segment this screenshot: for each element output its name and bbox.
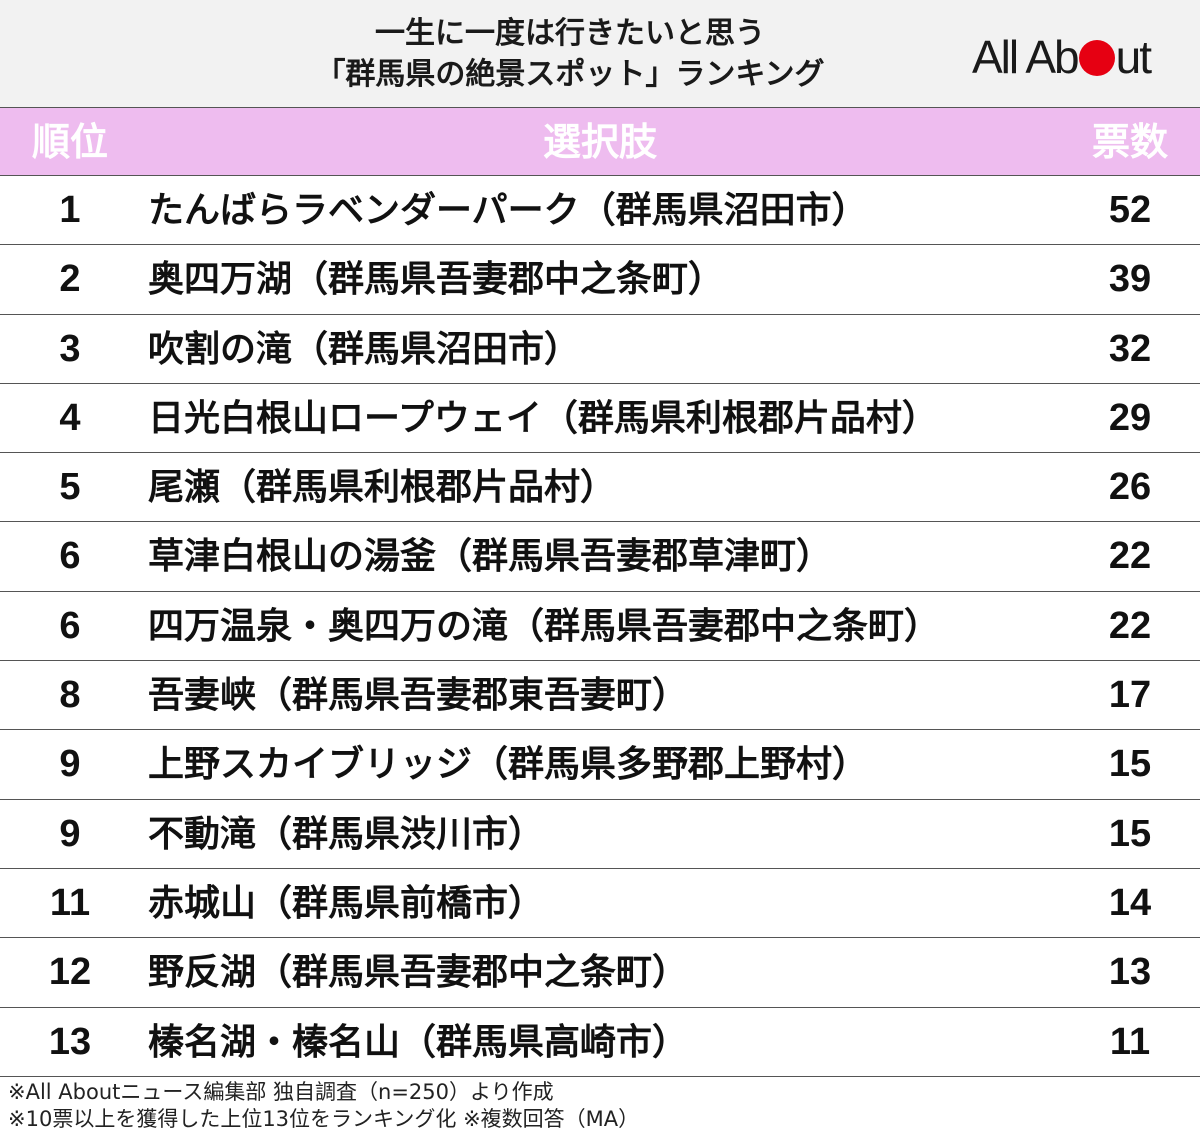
votes-cell: 39 [1108, 258, 1152, 301]
rank-cell: 11 [49, 881, 91, 924]
votes-cell: 22 [1108, 535, 1152, 578]
votes-cell: 29 [1108, 396, 1152, 439]
votes-cell: 32 [1108, 327, 1152, 370]
rank-cell: 13 [48, 1020, 92, 1063]
choice-cell: たんばらラベンダーパーク（群馬県沼田市） [148, 190, 868, 231]
column-header-votes: 票数 [1091, 120, 1168, 164]
choice-cell: 不動滝（群馬県渋川市） [148, 813, 545, 855]
table-row: 12 野反湖（群馬県吾妻郡中之条町） 13 [0, 938, 1200, 1008]
choice-cell: 野反湖（群馬県吾妻郡中之条町） [148, 952, 689, 994]
title-line-1: 一生に一度は行きたいと思う [375, 16, 765, 51]
choice-cell: 奥四万湖（群馬県吾妻郡中之条町） [148, 259, 725, 301]
logo-text-left: All Ab [972, 31, 1080, 83]
choice-cell: 吹割の滝（群馬県沼田市） [148, 328, 581, 370]
rank-cell: 5 [59, 466, 81, 509]
footnote-1: ※All Aboutニュース編集部 独自調査（n=250）より作成 [8, 1080, 554, 1104]
chart-title: 一生に一度は行きたいと思う 「群馬県の絶景スポット」ランキング [0, 13, 1140, 95]
table-row: 6 草津白根山の湯釜（群馬県吾妻郡草津町） 22 [0, 522, 1200, 592]
choice-cell: 赤城山（群馬県前橋市） [148, 882, 545, 924]
table-row: 13 榛名湖・榛名山（群馬県高崎市） 11 [0, 1008, 1200, 1077]
column-header-row: 順位 選択肢 票数 [0, 107, 1200, 176]
table-row: 1 たんばらラベンダーパーク（群馬県沼田市） 52 [0, 176, 1200, 246]
rank-cell: 6 [59, 535, 81, 578]
choice-cell: 尾瀬（群馬県利根郡片品村） [148, 467, 617, 509]
rank-cell: 1 [59, 189, 81, 231]
choice-cell: 上野スカイブリッジ（群馬県多野郡上野村） [148, 744, 869, 786]
table-row: 5 尾瀬（群馬県利根郡片品村） 26 [0, 453, 1200, 523]
rank-cell: 3 [59, 327, 81, 370]
votes-cell: 13 [1108, 951, 1152, 994]
votes-cell: 14 [1108, 881, 1152, 924]
logo-text-right: ut [1115, 31, 1152, 83]
rank-cell: 4 [59, 396, 81, 439]
rank-cell: 8 [59, 674, 81, 717]
column-header-rank: 順位 [31, 120, 108, 164]
allabout-logo: All Ab ut [972, 31, 1152, 83]
votes-cell: 26 [1108, 466, 1152, 509]
column-header-choice: 選択肢 [542, 120, 657, 164]
header: 一生に一度は行きたいと思う 「群馬県の絶景スポット」ランキング All Ab ut [0, 0, 1200, 107]
table-row: 2 奥四万湖（群馬県吾妻郡中之条町） 39 [0, 245, 1200, 315]
votes-cell: 17 [1108, 674, 1152, 717]
choice-cell: 吾妻峡（群馬県吾妻郡東吾妻町） [148, 675, 689, 717]
table-row: 4 日光白根山ロープウェイ（群馬県利根郡片品村） 29 [0, 384, 1200, 454]
table-row: 9 不動滝（群馬県渋川市） 15 [0, 800, 1200, 869]
ranking-table-body: 1 たんばらラベンダーパーク（群馬県沼田市） 52 2 奥四万湖（群馬県吾妻郡中之条町）… [0, 176, 1200, 1077]
choice-cell: 日光白根山ロープウェイ（群馬県利根郡片品村） [148, 397, 938, 439]
logo-dot-icon [1078, 40, 1115, 76]
table-row: 11 赤城山（群馬県前橋市） 14 [0, 869, 1200, 939]
rank-cell: 6 [59, 604, 81, 647]
votes-cell: 52 [1108, 189, 1152, 231]
votes-cell: 22 [1108, 604, 1152, 647]
votes-cell: 11 [1109, 1020, 1151, 1063]
votes-cell: 15 [1108, 743, 1152, 786]
footnote-2: ※10票以上を獲得した上位13位をランキング化 ※複数回答（MA） [8, 1107, 640, 1131]
table-row: 3 吹割の滝（群馬県沼田市） 32 [0, 315, 1200, 384]
rank-cell: 9 [59, 743, 81, 786]
choice-cell: 四万温泉・奥四万の滝（群馬県吾妻郡中之条町） [148, 605, 941, 647]
rank-cell: 9 [59, 812, 81, 855]
title-line-2: 「群馬県の絶景スポット」ランキング [315, 57, 825, 92]
choice-cell: 榛名湖・榛名山（群馬県高崎市） [148, 1021, 689, 1063]
choice-cell: 草津白根山の湯釜（群馬県吾妻郡草津町） [148, 536, 833, 578]
votes-cell: 15 [1108, 812, 1152, 855]
table-row: 8 吾妻峡（群馬県吾妻郡東吾妻町） 17 [0, 661, 1200, 731]
table-row: 6 四万温泉・奥四万の滝（群馬県吾妻郡中之条町） 22 [0, 592, 1200, 662]
table-row: 9 上野スカイブリッジ（群馬県多野郡上野村） 15 [0, 730, 1200, 800]
rank-cell: 2 [59, 258, 81, 301]
rank-cell: 12 [48, 951, 92, 994]
footnotes: ※All Aboutニュース編集部 独自調査（n=250）より作成 ※10票以上… [8, 1079, 1198, 1133]
